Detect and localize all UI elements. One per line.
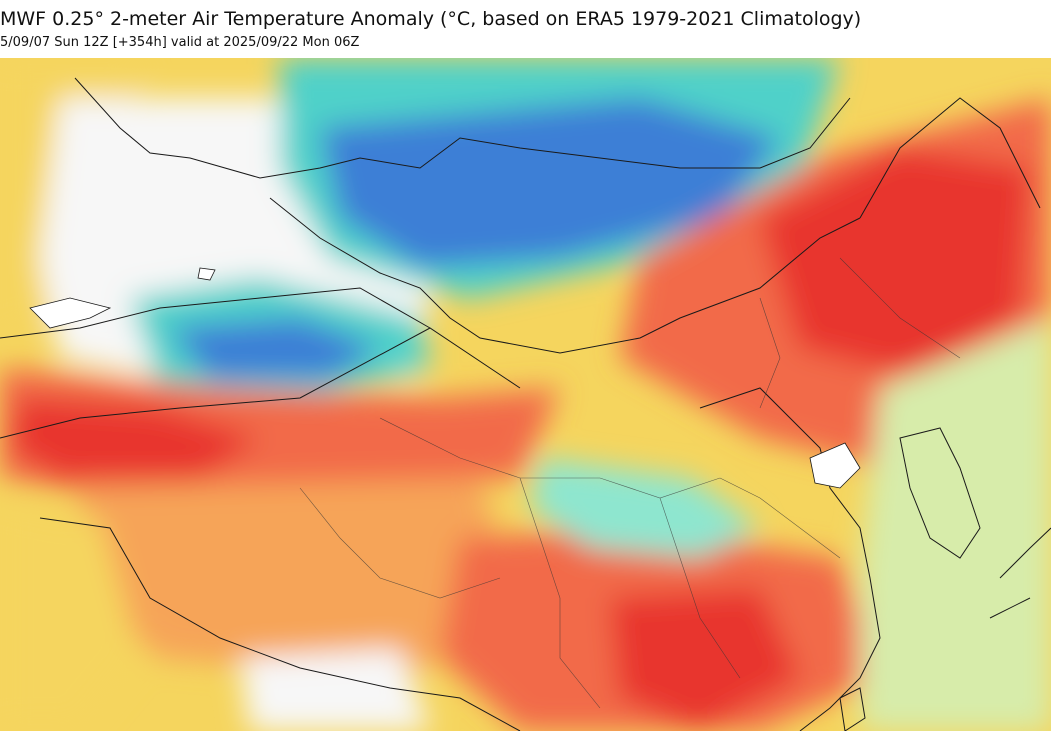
border-kazakh-russia — [74, 77, 851, 179]
border-china-north-east — [859, 97, 1041, 219]
province-border-7 — [839, 257, 961, 359]
anomaly-slight-warm-southwest — [0, 498, 140, 731]
map-canvas — [0, 58, 1051, 731]
anomaly-mild-tibet — [80, 478, 520, 678]
anomaly-strong-warm-south-china — [610, 588, 800, 731]
country-borders — [0, 77, 1051, 731]
anomaly-mild-ocean-east — [860, 318, 1051, 731]
lake-caspian-fragment — [29, 297, 112, 329]
anomaly-strong-warm-tibet-north — [10, 398, 260, 478]
anomaly-strong-cool-mongolia — [320, 98, 780, 268]
anomaly-neutral-southwest — [240, 648, 430, 731]
province-border-1 — [379, 417, 721, 499]
coast-taiwan — [839, 687, 866, 731]
anomaly-strong-cool-kazakh — [170, 318, 380, 378]
anomaly-strong-warm-northeast — [760, 148, 1030, 378]
temperature-anomaly-map — [0, 58, 1051, 731]
border-tibet-north — [0, 327, 521, 439]
anomaly-field — [0, 58, 1051, 731]
bohai-sea — [809, 442, 861, 489]
province-border-3 — [659, 497, 741, 679]
province-border-5 — [719, 477, 841, 559]
province-border-2 — [519, 477, 601, 709]
anomaly-cool-central-china — [530, 458, 760, 558]
border-central-asia — [0, 287, 431, 339]
province-borders — [299, 257, 961, 709]
border-japan — [989, 527, 1051, 619]
border-china-mongolia — [269, 197, 861, 354]
map-title: MWF 0.25° 2-meter Air Temperature Anomal… — [0, 8, 862, 30]
border-tibet-south — [39, 517, 521, 731]
border-korea — [899, 427, 981, 559]
border-china-southeast-coast — [699, 387, 881, 731]
province-border-6 — [759, 297, 781, 409]
province-border-4 — [299, 487, 501, 599]
water-bodies — [29, 267, 861, 489]
map-subtitle: 5/09/07 Sun 12Z [+354h] valid at 2025/09… — [0, 35, 360, 50]
lake-balkhash — [197, 267, 216, 281]
